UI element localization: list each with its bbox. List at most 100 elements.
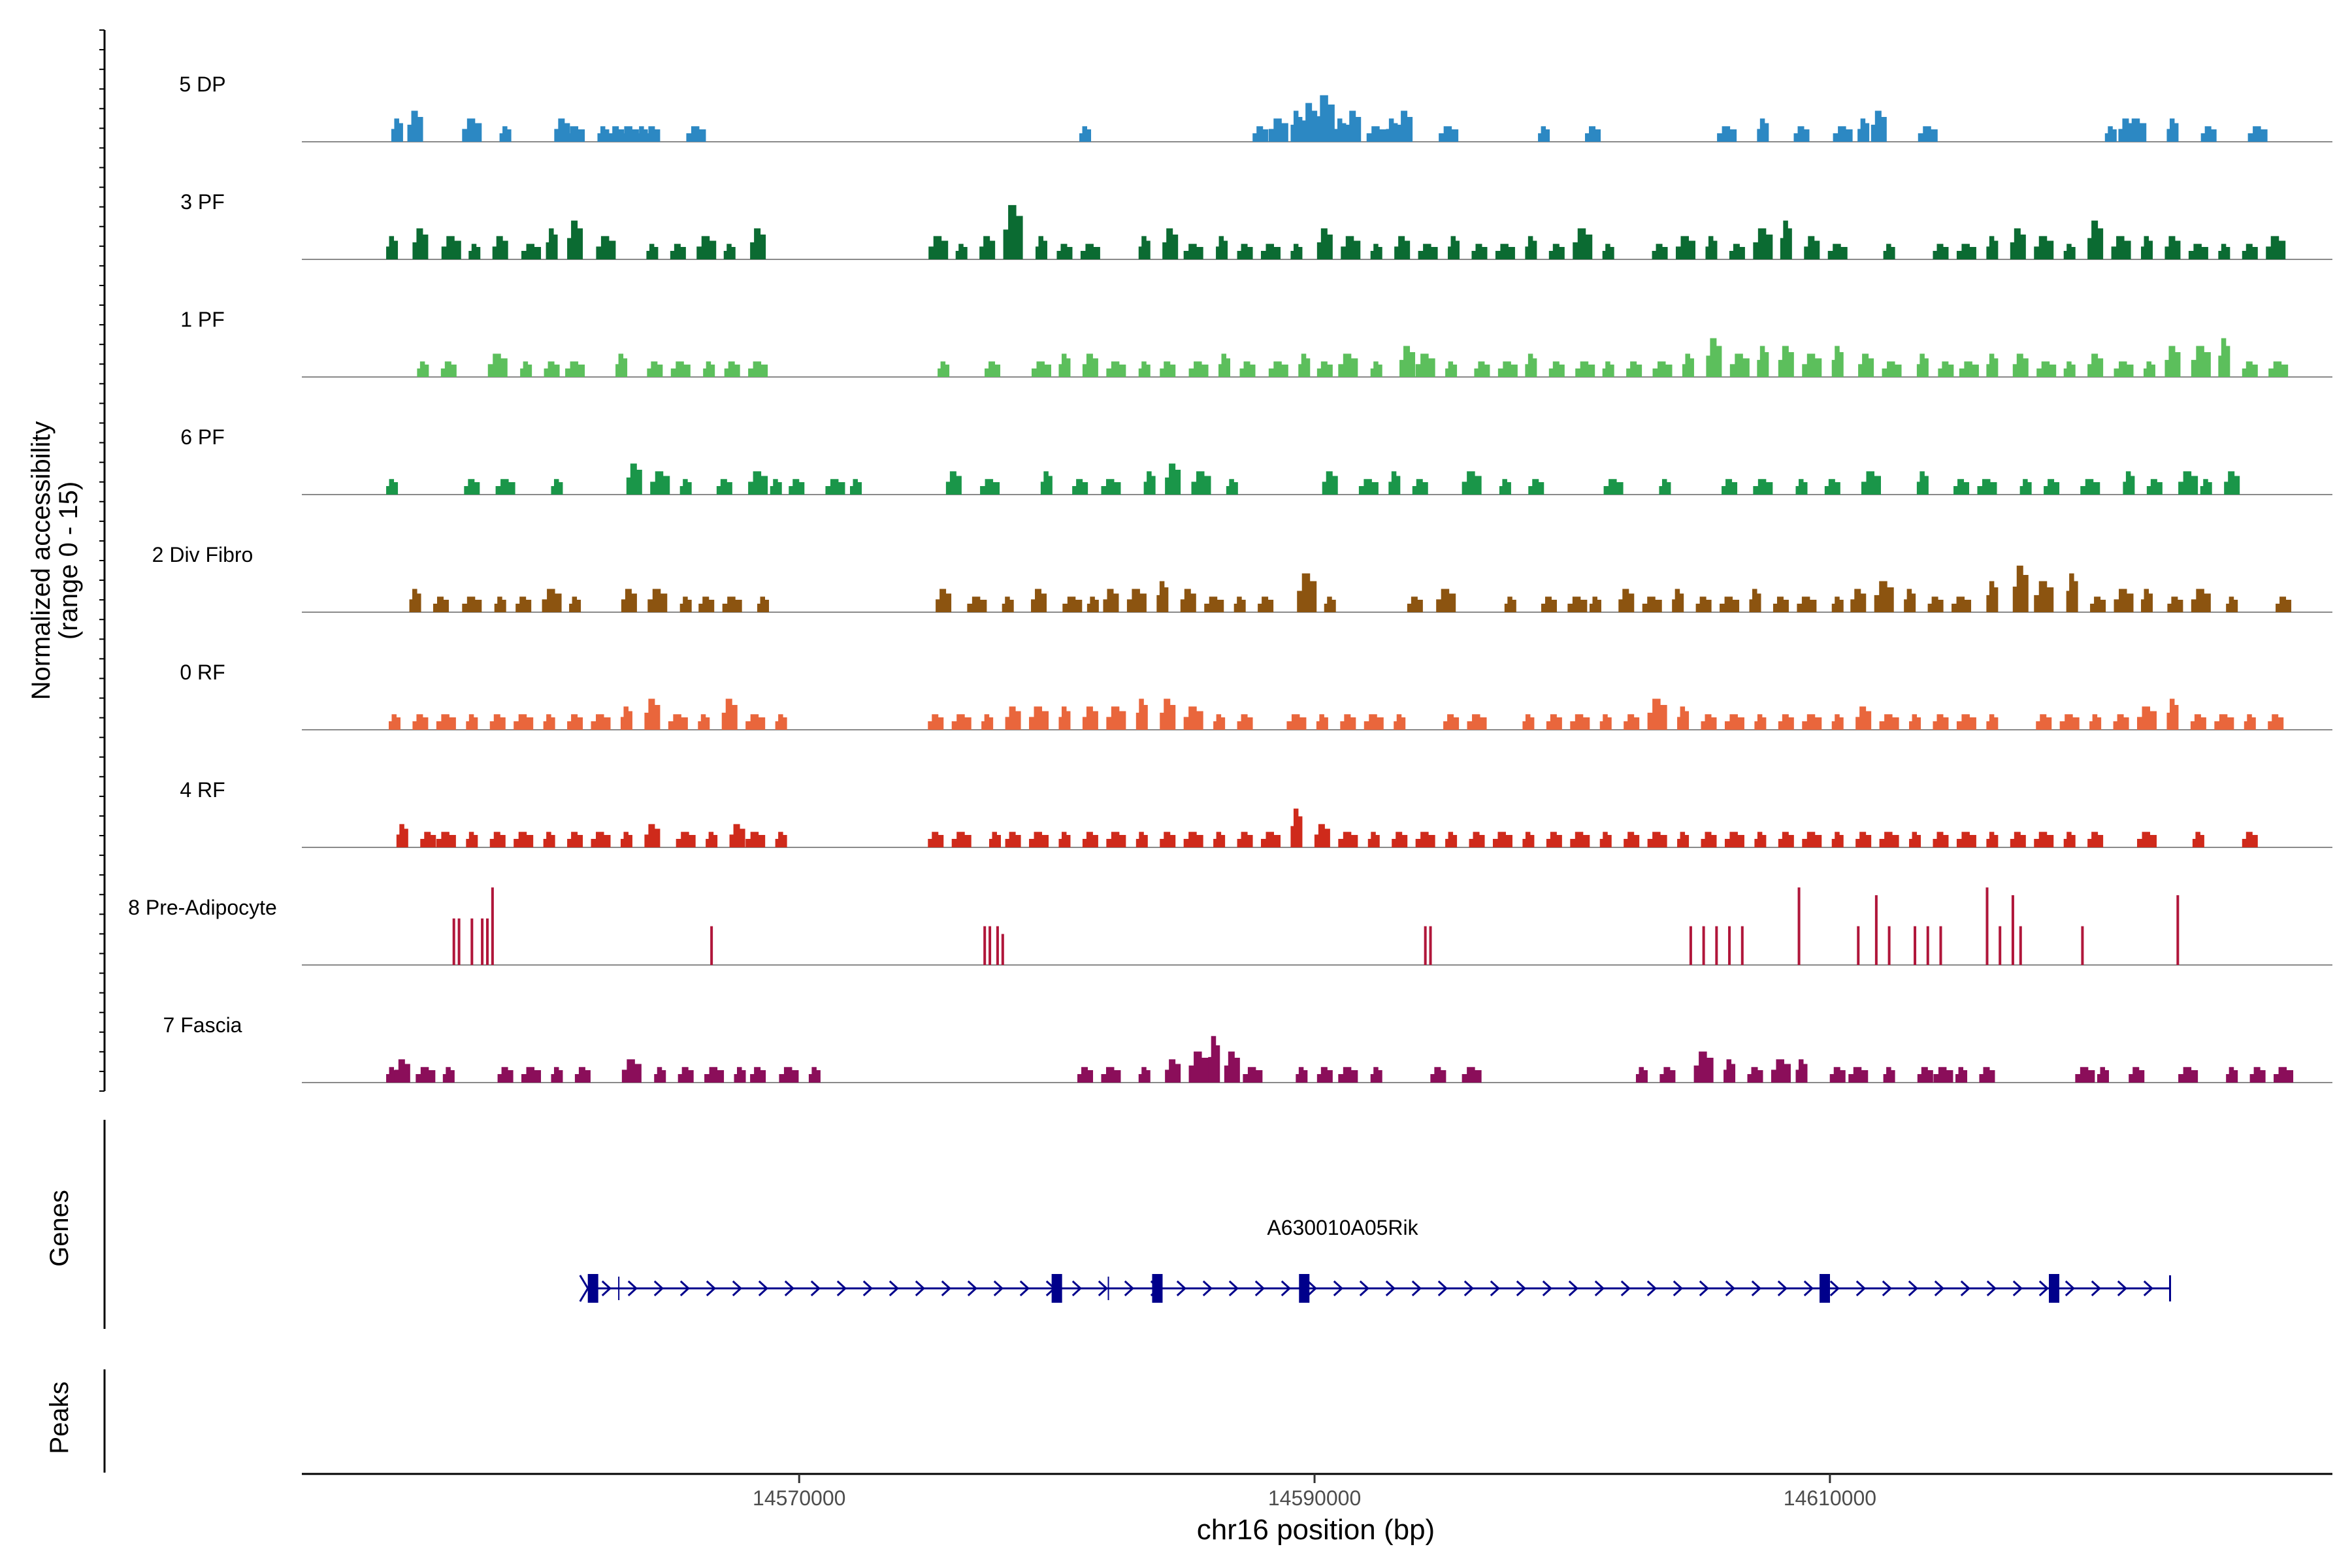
coverage-peak <box>1286 714 1307 730</box>
gene-strand-chevron <box>627 1280 638 1297</box>
axes: Normalized accessibility (range 0 - 15) … <box>27 29 2332 1546</box>
coverage-peak <box>1080 244 1100 259</box>
coverage-peak <box>1624 714 1640 730</box>
gene-strand-chevron <box>1751 1280 1762 1297</box>
coverage-peak <box>2114 361 2134 377</box>
coverage-peak <box>2167 596 2183 612</box>
coverage-peak <box>696 236 717 259</box>
coverage-peak <box>386 236 399 259</box>
coverage-peak <box>1857 118 1870 142</box>
coverage-peak <box>716 479 732 495</box>
coverage-peak <box>1567 596 1588 612</box>
coverage-peak <box>2012 565 2029 612</box>
coverage-peak <box>1162 228 1179 259</box>
coverage-peak <box>779 1067 799 1083</box>
coverage-peak <box>591 832 611 847</box>
coverage-peak <box>1268 361 1288 377</box>
coverage-peak <box>1802 714 1822 730</box>
coverage-peak <box>2200 479 2212 495</box>
gene-strand-chevron <box>2091 1280 2102 1297</box>
coverage-peak <box>1504 596 1516 612</box>
coverage-peak <box>468 244 481 259</box>
gene-strand-chevron <box>758 1280 769 1297</box>
coverage-peak <box>1183 832 1203 847</box>
coverage-peak <box>1933 832 1949 847</box>
coverage-peak <box>2178 471 2198 495</box>
gene-strand-chevron <box>1228 1280 1239 1297</box>
coverage-peak <box>1918 126 1938 142</box>
x-axis-title: chr16 position (bp) <box>1197 1514 1435 1546</box>
coverage-peak <box>2111 236 2131 259</box>
coverage-peak <box>644 824 661 847</box>
gene-strand-chevron <box>1829 1280 1840 1297</box>
coverage-peak <box>452 918 455 965</box>
coverage-peak <box>1933 714 1949 730</box>
coverage-peak <box>514 832 534 847</box>
coverage-peak <box>1705 236 1718 259</box>
coverage-peak <box>1831 346 1844 377</box>
gene-strand-chevron <box>810 1280 821 1297</box>
coverage-peak <box>1314 824 1330 847</box>
coverage-peak <box>1647 832 1667 847</box>
coverage-peak <box>1522 832 1535 847</box>
coverage-peak <box>1101 1067 1121 1083</box>
coverage-peak <box>1386 118 1398 142</box>
gene-strand-chevron <box>1359 1280 1370 1297</box>
gene-strand-chevron <box>1908 1280 1919 1297</box>
gene-exon <box>1152 1274 1163 1303</box>
coverage-peak <box>2178 1067 2198 1083</box>
coverage-peak <box>615 353 628 377</box>
coverage-peak <box>417 361 429 377</box>
coverage-peak <box>1717 126 1737 142</box>
coverage-peak <box>1002 596 1014 612</box>
coverage-peak <box>1106 361 1126 377</box>
coverage-peak <box>567 714 583 730</box>
gene-name-label: A630010A05Rik <box>1267 1216 1418 1239</box>
coverage-peak <box>441 236 461 259</box>
track-0-rf: 0 RF <box>180 661 2332 730</box>
coverage-peak <box>2010 228 2026 259</box>
y-axis-label-line1: Normalized accessibility <box>27 421 56 700</box>
coverage-peak <box>676 832 696 847</box>
coverage-peak <box>2176 895 2180 965</box>
coverage-peak <box>1082 353 1098 377</box>
coverage-peak <box>808 1067 821 1083</box>
coverage-peak <box>1029 832 1049 847</box>
coverage-peak <box>1183 244 1203 259</box>
coverage-peak <box>1237 714 1253 730</box>
coverage-peak <box>1367 832 1380 847</box>
coverage-peak <box>1599 832 1612 847</box>
coverage-peak <box>1058 832 1071 847</box>
coverage-peak <box>1188 361 1209 377</box>
coverage-peak <box>551 1067 563 1083</box>
coverage-peak <box>2143 361 2155 377</box>
gene-strand-chevron <box>1019 1280 1030 1297</box>
gene-strand-chevron <box>1463 1280 1475 1297</box>
coverage-peak <box>723 244 736 259</box>
gene-strand-chevron <box>1777 1280 1788 1297</box>
coverage-peak <box>569 596 581 612</box>
track-label-0-rf: 0 RF <box>180 661 225 684</box>
coverage-peak <box>520 361 532 377</box>
coverage-peak <box>1191 471 1211 495</box>
coverage-peak <box>1749 589 1761 612</box>
coverage-peak <box>544 361 560 377</box>
coverage-peak <box>1802 832 1822 847</box>
coverage-peak <box>1340 714 1356 730</box>
genes-panel-label: Genes <box>45 1190 74 1267</box>
coverage-peak <box>1135 698 1148 730</box>
coverage-peak <box>2011 895 2014 965</box>
coverage-peak <box>396 824 408 847</box>
coverage-peak <box>2010 832 2026 847</box>
coverage-tracks: 5 DP 3 PF 1 PF 6 PF 2 Div Fibro 0 RF 4 RF 8 Pre… <box>128 73 2332 1083</box>
coverage-peak <box>1829 1067 1846 1083</box>
coverage-peak <box>1753 228 1773 259</box>
coverage-peak <box>466 714 478 730</box>
coverage-peak <box>407 110 423 142</box>
gene-strand-chevron <box>2143 1280 2154 1297</box>
coverage-peak <box>1797 596 1817 612</box>
coverage-peak <box>1747 1067 1763 1083</box>
coverage-peak <box>485 918 489 965</box>
coverage-peak <box>1952 596 1972 612</box>
coverage-peak <box>1467 714 1487 730</box>
